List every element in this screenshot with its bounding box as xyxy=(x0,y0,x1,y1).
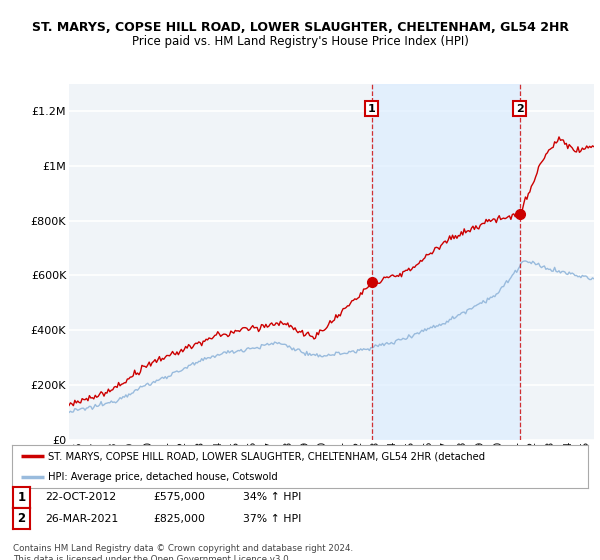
Text: 2: 2 xyxy=(516,104,523,114)
Text: ST. MARYS, COPSE HILL ROAD, LOWER SLAUGHTER, CHELTENHAM, GL54 2HR: ST. MARYS, COPSE HILL ROAD, LOWER SLAUGH… xyxy=(32,21,569,34)
Text: 34% ↑ HPI: 34% ↑ HPI xyxy=(243,492,301,502)
Text: Contains HM Land Registry data © Crown copyright and database right 2024.
This d: Contains HM Land Registry data © Crown c… xyxy=(13,544,353,560)
Text: 2: 2 xyxy=(17,512,26,525)
Bar xyxy=(372,84,520,440)
Text: 1: 1 xyxy=(368,104,376,114)
Text: 1: 1 xyxy=(17,491,26,504)
Text: £575,000: £575,000 xyxy=(153,492,205,502)
Text: £825,000: £825,000 xyxy=(153,514,205,524)
Text: ST. MARYS, COPSE HILL ROAD, LOWER SLAUGHTER, CHELTENHAM, GL54 2HR (detached: ST. MARYS, COPSE HILL ROAD, LOWER SLAUGH… xyxy=(48,451,485,461)
Text: Price paid vs. HM Land Registry's House Price Index (HPI): Price paid vs. HM Land Registry's House … xyxy=(131,35,469,48)
Text: HPI: Average price, detached house, Cotswold: HPI: Average price, detached house, Cots… xyxy=(48,473,277,482)
Text: 22-OCT-2012: 22-OCT-2012 xyxy=(45,492,116,502)
Text: 37% ↑ HPI: 37% ↑ HPI xyxy=(243,514,301,524)
Text: 26-MAR-2021: 26-MAR-2021 xyxy=(45,514,118,524)
